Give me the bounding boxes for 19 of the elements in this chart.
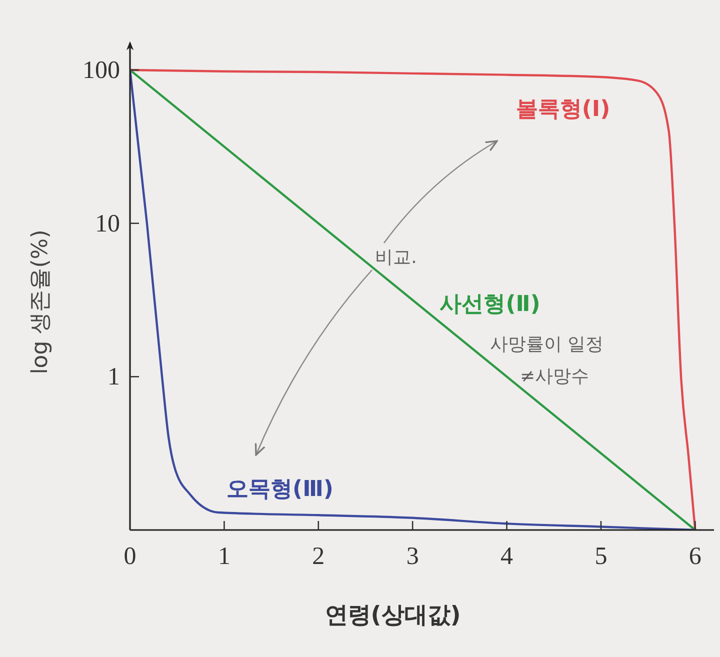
series-label: 볼록형(Ⅰ) bbox=[516, 96, 610, 122]
x-tick-label: 1 bbox=[218, 543, 230, 570]
y-tick-label: 100 bbox=[82, 57, 120, 84]
x-tick-label: 0 bbox=[124, 543, 136, 570]
annotation: ≠사망수 bbox=[520, 366, 590, 388]
x-tick-label: 5 bbox=[594, 543, 608, 570]
x-axis-title: 연령(상대값) bbox=[324, 602, 461, 630]
y-tick-label: 10 bbox=[95, 210, 120, 238]
series-label: 사선형(Ⅱ) bbox=[440, 292, 540, 318]
y-axis-title: log 생존율(%) bbox=[27, 229, 54, 374]
x-tick-label: 2 bbox=[312, 543, 325, 570]
y-tick-label: 1 bbox=[108, 364, 120, 391]
annotation: 비교. bbox=[375, 247, 417, 268]
annotation: 사망률이 일정 bbox=[490, 334, 604, 356]
line-series bbox=[130, 68, 696, 530]
x-tick-label: 3 bbox=[406, 543, 419, 570]
x-tick-label: 6 bbox=[688, 543, 702, 570]
x-tick-label: 4 bbox=[500, 543, 514, 570]
series-label: 오목형(Ⅲ) bbox=[226, 476, 334, 502]
